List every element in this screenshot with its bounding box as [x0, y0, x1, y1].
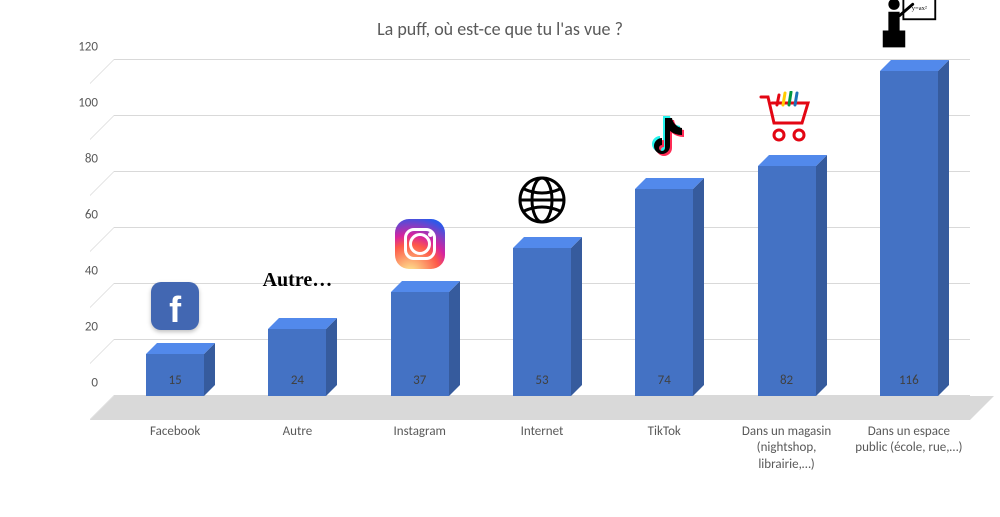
bar-value-label: 82 — [758, 373, 816, 388]
bar-slot: 15 f — [114, 60, 236, 396]
facebook-icon: f — [151, 282, 199, 330]
shopping-cart-icon — [757, 91, 817, 145]
bar: 116y=ax² — [880, 71, 938, 396]
bar-slot: 82 — [725, 60, 847, 396]
chart-title: La puff, où est-ce que tu l'as vue ? — [0, 18, 1000, 40]
svg-text:y=ax²: y=ax² — [912, 5, 927, 12]
bar: 74 — [635, 189, 693, 396]
tiktok-icon — [640, 114, 688, 168]
x-axis-label: TikTok — [603, 424, 725, 473]
bar: 82 — [758, 166, 816, 396]
bar-value-label: 53 — [513, 373, 571, 388]
bar: 15f — [146, 354, 204, 396]
chart-floor — [90, 396, 994, 420]
y-tick-label: 120 — [58, 40, 98, 55]
instagram-icon — [395, 219, 445, 269]
teacher-icon: y=ax² — [879, 0, 939, 53]
bars-container: 15 f 24 Autre… 37 53 74 82 116y=ax² — [114, 60, 970, 396]
bar: 53 — [513, 248, 571, 396]
bar: 24Autre… — [268, 329, 326, 396]
chart-area: 020406080100120 15f24Autre…37537482116y=… — [90, 60, 970, 420]
bar-slot: 24 Autre… — [236, 60, 358, 396]
x-axis-label: Autre — [236, 424, 358, 473]
x-axis-label: Dans un espace public (école, rue,…) — [848, 424, 970, 473]
x-axis-label: Dans un magasin (nightshop, librairie,…) — [725, 424, 847, 473]
globe-icon — [515, 173, 569, 227]
bar-value-label: 116 — [880, 373, 938, 388]
autre-icon: Autre… — [263, 269, 333, 292]
bar-value-label: 15 — [146, 373, 204, 388]
bar-slot: 116y=ax² — [848, 60, 970, 396]
bar-value-label: 24 — [268, 373, 326, 388]
bar-slot: 37 — [359, 60, 481, 396]
x-axis-label: Facebook — [114, 424, 236, 473]
bar-slot: 74 — [603, 60, 725, 396]
bar-value-label: 37 — [391, 373, 449, 388]
bar: 37 — [391, 292, 449, 396]
bar-slot: 53 — [481, 60, 603, 396]
bar-value-label: 74 — [635, 373, 693, 388]
x-axis-label: Internet — [481, 424, 603, 473]
x-axis-label: Instagram — [359, 424, 481, 473]
x-axis-labels: FacebookAutreInstagramInternetTikTokDans… — [114, 424, 970, 473]
plot-region: 020406080100120 15f24Autre…37537482116y=… — [90, 60, 970, 420]
